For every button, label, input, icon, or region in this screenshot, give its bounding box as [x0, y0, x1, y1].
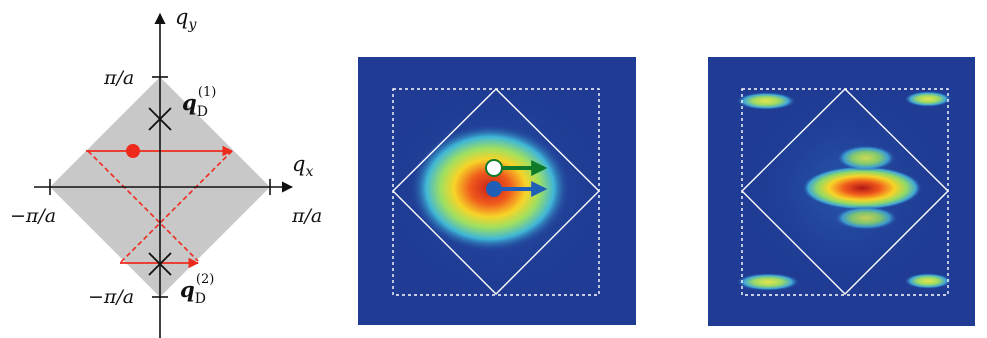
- tick-label-y-neg: −π/a: [88, 286, 134, 308]
- brillouin-zone-diagram: qy qx −π/a π/a π/a −π/a qD(1) qD(2): [10, 5, 322, 338]
- x-axis-label: qx: [292, 152, 313, 180]
- corner-peak-top-left: [736, 92, 796, 110]
- qd1-label: qD(1): [182, 85, 216, 120]
- red-path-diagonal-1: [87, 150, 199, 262]
- y-axis-label: qy: [175, 5, 197, 33]
- cross-qd1: [148, 107, 172, 131]
- red-particle: [126, 144, 140, 158]
- momentum-image-2: [708, 57, 975, 326]
- brillouin-zone-outline-2: [741, 88, 949, 295]
- tick-label-x-pos: π/a: [291, 205, 322, 227]
- momentum-image-1: [358, 57, 636, 325]
- central-peak: [802, 166, 922, 210]
- cross-qd2: [148, 252, 172, 276]
- side-peak-lower: [834, 206, 898, 230]
- white-marker: [485, 159, 503, 177]
- side-peak-upper: [836, 145, 896, 171]
- tick-label-x-neg: −π/a: [10, 205, 56, 227]
- brillouin-zone-outline-1: [392, 88, 600, 295]
- blue-marker: [486, 181, 502, 197]
- corner-peak-bottom-right: [904, 273, 952, 289]
- corner-peak-top-right: [904, 91, 952, 107]
- qd2-label: qD(2): [180, 272, 214, 307]
- corner-peak-bottom-left: [736, 273, 800, 291]
- red-path-diagonal-2: [119, 150, 233, 264]
- tick-label-y-pos: π/a: [103, 67, 134, 89]
